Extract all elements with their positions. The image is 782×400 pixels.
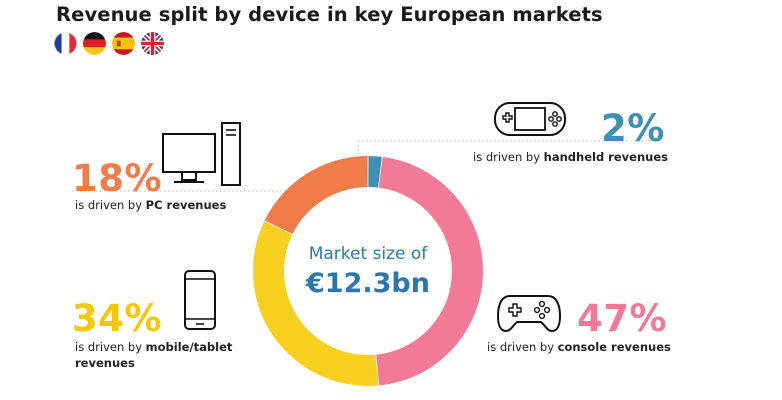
console-percent-label: 47% — [577, 297, 668, 340]
mobile-caption-prefix: is driven by — [75, 340, 142, 354]
donut-chart — [253, 156, 483, 387]
donut-slice-console — [376, 156, 483, 386]
france-flag-icon — [54, 32, 77, 55]
handheld-caption-label: handheld revenues — [543, 150, 668, 164]
chart-title: Revenue split by device in key European … — [56, 3, 603, 26]
console-caption-prefix: is driven by — [487, 340, 554, 354]
flag-row — [54, 32, 164, 55]
pc-caption: is driven by PC revenues — [75, 198, 226, 212]
market-size-value: €12.3bn — [306, 268, 430, 299]
mobile-caption: is driven by mobile/tablet revenues — [75, 340, 265, 371]
console-caption-label: console revenues — [557, 340, 671, 354]
handheld-percent-label: 2% — [601, 107, 665, 150]
smartphone-icon — [184, 270, 216, 330]
handheld-caption-prefix: is driven by — [473, 150, 540, 164]
mobile-caption-label: mobile/tablet revenues — [75, 340, 233, 370]
handheld-console-icon — [494, 102, 566, 136]
pc-caption-label: PC revenues — [145, 198, 227, 212]
market-size-caption: Market size of — [308, 244, 428, 264]
gamepad-icon — [496, 295, 562, 333]
spain-flag-icon — [112, 32, 135, 55]
mobile-percent-label: 34% — [72, 297, 163, 340]
donut-slice-pc — [264, 156, 368, 235]
pc-percent-label: 18% — [72, 157, 163, 200]
handheld-caption: is driven by handheld revenues — [473, 150, 668, 164]
donut-slice-mobile-tablet — [253, 221, 379, 387]
console-caption: is driven by console revenues — [487, 340, 671, 354]
center-label: Market size of €12.3bn — [288, 244, 448, 299]
germany-flag-icon — [83, 32, 106, 55]
donut-slice-handheld — [368, 156, 382, 188]
pc-caption-prefix: is driven by — [75, 198, 142, 212]
desktop-pc-icon — [162, 122, 241, 186]
